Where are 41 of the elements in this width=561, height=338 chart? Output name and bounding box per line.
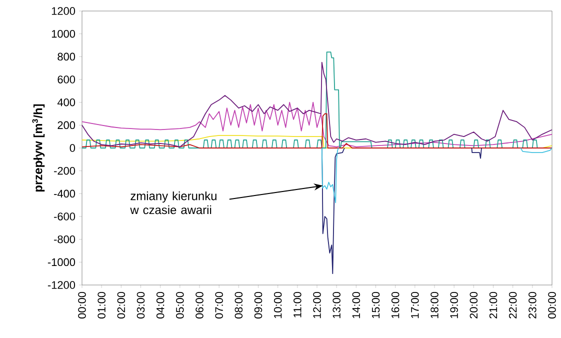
x-tick-label: 01:00 — [98, 292, 106, 319]
line-series — [82, 113, 552, 148]
x-tick-label: 15:00 — [372, 292, 380, 318]
x-tick-label: 20:00 — [470, 292, 478, 318]
y-tick-label: 600 — [58, 76, 76, 84]
x-tick-label: 16:00 — [391, 292, 400, 318]
x-tick-label: 05:00 — [176, 292, 184, 319]
y-tick-label: -1000 — [48, 258, 76, 266]
y-tick-label: -800 — [54, 235, 76, 244]
x-tick-label: 00:00 — [78, 292, 86, 319]
x-tick-label: 03:00 — [136, 292, 145, 319]
y-tick-label: 200 — [58, 121, 76, 130]
y-tick-label: 800 — [58, 52, 76, 61]
x-tick-label: 18:00 — [430, 292, 438, 318]
x-tick-label: 19:00 — [450, 292, 458, 318]
x-tick-label: 21:00 — [489, 292, 498, 318]
x-tick-label: 22:00 — [508, 292, 517, 318]
x-tick-label: 02:00 — [117, 292, 126, 319]
x-tick-label: 07:00 — [215, 292, 223, 319]
x-tick-label: 00:00 — [548, 292, 556, 319]
y-tick-label: 1000 — [52, 30, 76, 38]
x-tick-label: 14:00 — [352, 292, 360, 318]
x-tick-label: 06:00 — [196, 292, 204, 319]
x-tick-label: 13:00 — [332, 292, 340, 318]
x-tick-label: 08:00 — [234, 292, 243, 319]
x-tick-label: 17:00 — [411, 292, 419, 318]
x-tick-label: 10:00 — [274, 292, 282, 318]
text: przepływ [m$^{3}$/h] — [32, 104, 45, 192]
y-tick-label: 0 — [70, 144, 76, 152]
annotation: zmiany kierunku w czasie awarii — [130, 191, 216, 214]
y-tick-label: -400 — [54, 190, 76, 198]
y-tick-label: 1200 — [52, 7, 76, 15]
y-tick-label: -600 — [54, 212, 76, 220]
x-tick-label: 12:00 — [313, 292, 321, 318]
x-tick-label: 04:00 — [156, 292, 164, 319]
y-tick-label: -1200 — [48, 281, 76, 289]
x-tick-label: 09:00 — [254, 292, 262, 319]
y-tick-label: 400 — [57, 98, 76, 106]
x-tick-label: 11:00 — [294, 292, 302, 318]
x-tick-label: 23:00 — [528, 292, 536, 318]
y-tick-label: -200 — [54, 166, 76, 175]
